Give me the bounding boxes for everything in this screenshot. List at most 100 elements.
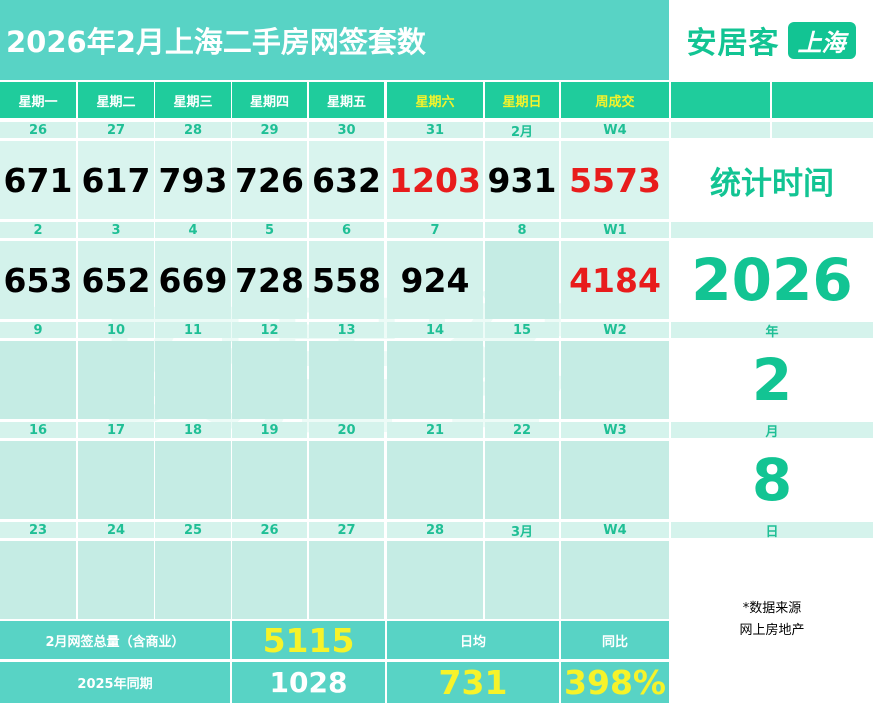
side-header-cell bbox=[671, 82, 770, 118]
daily-count-cell bbox=[309, 441, 384, 519]
day-number: 19 bbox=[232, 422, 307, 438]
stat-day-label: 日 bbox=[671, 522, 873, 540]
day-number: W4 bbox=[561, 122, 669, 138]
weekday-header: 星期六 bbox=[387, 82, 483, 118]
daily-avg-value: 731 bbox=[387, 662, 559, 703]
day-number: 10 bbox=[78, 322, 154, 338]
daily-count-cell bbox=[155, 541, 231, 619]
day-number: W3 bbox=[561, 422, 669, 438]
day-number: 24 bbox=[78, 522, 154, 538]
stat-day: 8 bbox=[751, 446, 793, 514]
daily-count-cell: 652 bbox=[78, 241, 154, 319]
source-line-1: *数据来源 bbox=[742, 601, 802, 616]
weekly-total-cell: 5573 bbox=[561, 141, 669, 219]
page-title: 2026年2月上海二手房网签套数 bbox=[0, 0, 669, 80]
daily-count-cell bbox=[0, 541, 76, 619]
logo-text: 安居客 bbox=[686, 26, 780, 61]
day-number: 4 bbox=[155, 222, 231, 238]
day-number: 8 bbox=[485, 222, 559, 238]
day-number: 22 bbox=[485, 422, 559, 438]
day-number: 26 bbox=[0, 122, 76, 138]
day-number: 29 bbox=[232, 122, 307, 138]
daily-count-cell: 793 bbox=[155, 141, 231, 219]
day-number: 5 bbox=[232, 222, 307, 238]
daily-count-cell: 931 bbox=[485, 141, 559, 219]
data-source: *数据来源 网上房地产 bbox=[671, 598, 873, 648]
daily-count-cell bbox=[0, 441, 76, 519]
day-number: W1 bbox=[561, 222, 669, 238]
day-number: 31 bbox=[387, 122, 483, 138]
day-number: 2 bbox=[0, 222, 76, 238]
day-number: 16 bbox=[0, 422, 76, 438]
daily-count-cell bbox=[232, 341, 307, 419]
daily-count-cell bbox=[78, 441, 154, 519]
day-number: 2月 bbox=[485, 122, 559, 140]
stat-year: 2026 bbox=[691, 246, 853, 314]
day-number: 3月 bbox=[485, 522, 559, 540]
anjuke-logo: 安居客 上海 bbox=[669, 0, 873, 80]
day-number: W2 bbox=[561, 322, 669, 338]
total-value: 5115 bbox=[232, 621, 385, 660]
logo-badge: 上海 bbox=[787, 21, 856, 59]
weekday-header: 星期日 bbox=[485, 82, 559, 118]
daily-count-cell bbox=[309, 541, 384, 619]
side-bar bbox=[671, 122, 770, 138]
daily-count-cell bbox=[155, 441, 231, 519]
weekday-header: 星期三 bbox=[155, 82, 231, 118]
weekday-header: 周成交 bbox=[561, 82, 669, 118]
day-number: 18 bbox=[155, 422, 231, 438]
daily-count-cell: 617 bbox=[78, 141, 154, 219]
stat-year-label: 年 bbox=[671, 322, 873, 340]
last-year-value: 1028 bbox=[232, 662, 385, 703]
daily-count-cell bbox=[485, 541, 559, 619]
day-number: 17 bbox=[78, 422, 154, 438]
daily-count-cell bbox=[0, 341, 76, 419]
day-number: 3 bbox=[78, 222, 154, 238]
weekly-total-cell: 4184 bbox=[561, 241, 669, 319]
daily-count-cell bbox=[387, 441, 483, 519]
day-number: 9 bbox=[0, 322, 76, 338]
total-label: 2月网签总量（含商业） bbox=[0, 621, 230, 659]
day-number: 26 bbox=[232, 522, 307, 538]
daily-count-cell bbox=[485, 241, 559, 319]
daily-count-cell: 653 bbox=[0, 241, 76, 319]
daily-avg-label: 日均 bbox=[387, 621, 559, 659]
day-number: 15 bbox=[485, 322, 559, 338]
day-number: 13 bbox=[309, 322, 384, 338]
day-number: 27 bbox=[78, 122, 154, 138]
day-number: W4 bbox=[561, 522, 669, 538]
daily-count-cell bbox=[309, 341, 384, 419]
daily-count-cell: 558 bbox=[309, 241, 384, 319]
daily-count-cell bbox=[78, 341, 154, 419]
source-line-2: 网上房地产 bbox=[739, 623, 805, 638]
daily-count-cell bbox=[485, 441, 559, 519]
day-number: 30 bbox=[309, 122, 384, 138]
daily-count-cell: 1203 bbox=[387, 141, 483, 219]
day-number: 20 bbox=[309, 422, 384, 438]
side-bar bbox=[671, 222, 873, 238]
day-number: 12 bbox=[232, 322, 307, 338]
side-bar bbox=[772, 122, 873, 138]
weekday-header: 星期四 bbox=[232, 82, 307, 118]
weekly-total-cell bbox=[561, 341, 669, 419]
daily-count-cell bbox=[387, 541, 483, 619]
daily-count-cell bbox=[155, 341, 231, 419]
stat-month: 2 bbox=[751, 346, 793, 414]
day-number: 11 bbox=[155, 322, 231, 338]
daily-count-cell: 726 bbox=[232, 141, 307, 219]
weekday-header: 星期一 bbox=[0, 82, 76, 118]
daily-count-cell: 924 bbox=[387, 241, 483, 319]
daily-count-cell: 728 bbox=[232, 241, 307, 319]
daily-count-cell bbox=[485, 341, 559, 419]
yoy-label: 同比 bbox=[561, 621, 669, 659]
weekday-header: 星期五 bbox=[309, 82, 384, 118]
side-header-cell bbox=[772, 82, 873, 118]
yoy-value: 398% bbox=[561, 662, 669, 703]
last-year-label: 2025年同期 bbox=[0, 662, 230, 703]
weekday-header: 星期二 bbox=[78, 82, 154, 118]
daily-count-cell: 671 bbox=[0, 141, 76, 219]
day-number: 23 bbox=[0, 522, 76, 538]
day-number: 28 bbox=[155, 122, 231, 138]
day-number: 25 bbox=[155, 522, 231, 538]
day-number: 21 bbox=[387, 422, 483, 438]
